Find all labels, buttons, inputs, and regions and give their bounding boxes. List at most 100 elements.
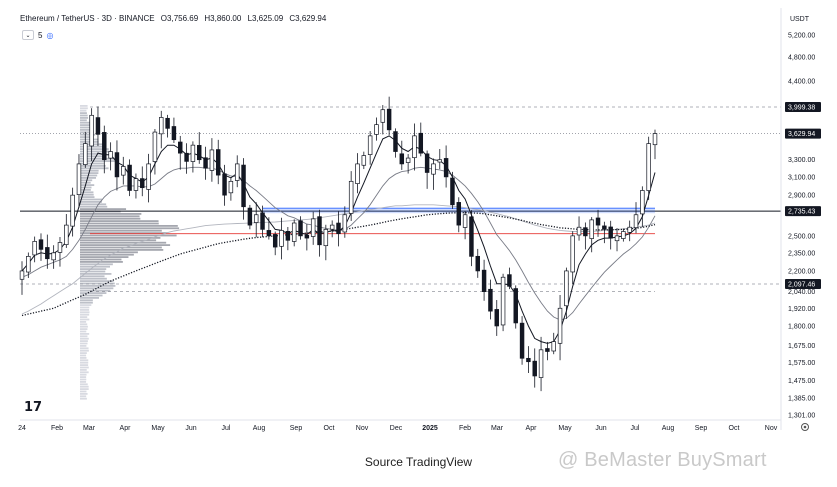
candle-body [355,163,360,184]
symbol-title[interactable]: Ethereum / TetherUS · 3D · BINANCE [20,14,155,23]
watermark: @ BeMaster BuySmart [558,449,767,471]
volume-bar [80,297,100,299]
volume-bar [80,376,87,378]
candle-body [279,230,284,247]
volume-bar [80,321,87,323]
volume-bar [80,184,95,186]
time-tick-label: Aug [253,425,266,432]
candle-body [266,230,272,237]
volume-bar [80,277,107,280]
time-tick-label: Feb [459,425,471,432]
time-tick-label: Apr [526,425,538,432]
candle-body [602,225,607,230]
tradingview-logo[interactable]: 17 [24,400,43,415]
volume-bar [80,287,114,290]
time-tick-label: 2025 [422,425,438,432]
volume-bar [80,129,91,131]
volume-bar [80,309,90,311]
volume-bar [80,196,95,198]
volume-bar [80,234,177,237]
ohlc-open: O3,756.69 [160,14,199,23]
volume-bar [80,107,88,110]
candle-body [595,217,601,226]
price-tag-box [785,206,821,217]
time-tick-label: Nov [765,425,778,432]
volume-bar [80,333,90,335]
candle-body [89,114,94,147]
volume-bar [80,227,180,230]
volume-bar [80,131,94,134]
volume-bar [80,191,94,194]
time-tick-label: Jun [185,425,196,432]
candle-body [114,152,120,178]
candle-body [32,241,37,256]
volume-bar [80,345,87,347]
volume-bar [80,328,88,330]
candle-body [329,224,335,230]
price-tick-label: 1,575.00 [788,360,815,367]
candle-body [51,252,56,261]
volume-bar [80,217,141,220]
candle-body [507,274,512,287]
candle-body [519,322,525,359]
candle-body [253,214,259,223]
volume-bar [80,181,91,184]
price-tick-label: 2,500.00 [788,233,815,240]
indicator-row[interactable]: ⌄ 5 ◎ [22,30,53,40]
currency-label[interactable]: USDT [789,16,809,23]
volume-bar [80,311,90,314]
candle-body [247,207,253,226]
candle-body [57,242,63,253]
candle-body [431,163,436,175]
time-tick-label: Apr [120,425,132,432]
settings-gear-icon[interactable] [801,423,809,431]
price-tag-label: 2,735.43 [788,209,815,216]
volume-bar [80,397,87,400]
volume-bar [80,232,168,234]
volume-bar [80,141,99,143]
volume-bar [80,373,87,376]
candle-body [500,276,506,326]
volume-bar [80,285,116,287]
volume-bar [80,189,91,191]
candle-body [583,227,588,237]
volume-bar [80,114,88,117]
volume-bar [80,251,138,254]
volume-bar [80,109,87,112]
price-tick-label: 1,475.00 [788,378,815,385]
candle-body [386,108,392,131]
indicator-settings-icon[interactable]: ◎ [46,30,54,40]
candle-body [209,149,215,171]
volume-bar [80,385,89,388]
price-tag-label: 3,999.38 [788,104,815,111]
volume-bar [80,337,89,340]
candle-body [127,164,132,191]
volume-bar [80,361,89,364]
candle-body [285,230,291,241]
volume-bar [80,117,89,119]
candle-body [652,133,658,146]
candle-body [64,224,69,245]
candle-body [304,234,310,239]
candle-body [260,212,265,230]
price-tick-label: 1,675.00 [788,343,815,350]
volume-bar [80,354,87,357]
volume-bar [80,256,129,258]
candle-body [621,231,626,239]
volume-bar [80,105,88,107]
candle-body [443,158,449,178]
chart-header: Ethereum / TetherUS · 3D · BINANCE O3,75… [20,14,330,23]
volume-bar [80,237,161,239]
volume-bar [80,294,103,297]
volume-bar [80,369,87,371]
price-tag-box [785,101,821,112]
candle-body [469,216,474,257]
volume-bar [80,121,91,124]
candle-body [526,357,531,363]
candle-body [374,124,379,135]
volume-bar [80,203,107,206]
candle-body [165,117,170,129]
volume-bar [80,273,112,275]
chevron-down-icon[interactable]: ⌄ [22,30,34,40]
